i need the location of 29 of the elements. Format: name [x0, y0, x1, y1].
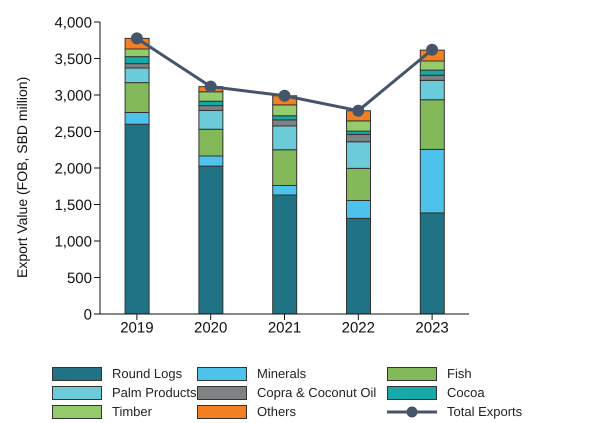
y-tick-label: 2,000	[54, 160, 92, 178]
point	[278, 90, 290, 102]
point	[204, 80, 217, 93]
legend-label: Cocoa	[447, 385, 485, 400]
legend-label: Fish	[447, 366, 472, 381]
legend-label: Copra & Coconut Oil	[257, 385, 376, 400]
y-tick-label: 3,000	[54, 87, 92, 104]
y-tick-label: 3,500	[54, 50, 92, 68]
x-tick-label: 2020	[194, 320, 228, 337]
y-tick-label: 4,000	[54, 14, 92, 32]
y-axis-title: Export Value (FOB, SBD million)	[14, 76, 30, 278]
y-tick-label: 1,500	[54, 196, 92, 214]
point	[426, 44, 438, 56]
legend-label: Round Logs	[112, 366, 182, 381]
y-tick-label: 2,500	[54, 124, 92, 141]
legend-label: Total Exports	[447, 404, 522, 419]
x-tick-label: 2021	[268, 320, 302, 337]
y-tick-label: 500	[66, 270, 92, 287]
legend-label: Timber	[112, 404, 152, 419]
legend-label: Minerals	[257, 366, 306, 381]
x-tick-label: 2022	[342, 320, 375, 337]
point	[130, 32, 143, 44]
y-tick-label: 0	[84, 306, 92, 324]
x-tick-label: 2023	[415, 320, 449, 337]
y-tick-label: 1,000	[54, 233, 92, 250]
legend-label: Others	[257, 404, 296, 419]
x-tick-label: 2019	[120, 320, 154, 337]
legend-label: Palm Products	[112, 385, 197, 400]
point	[352, 104, 364, 117]
